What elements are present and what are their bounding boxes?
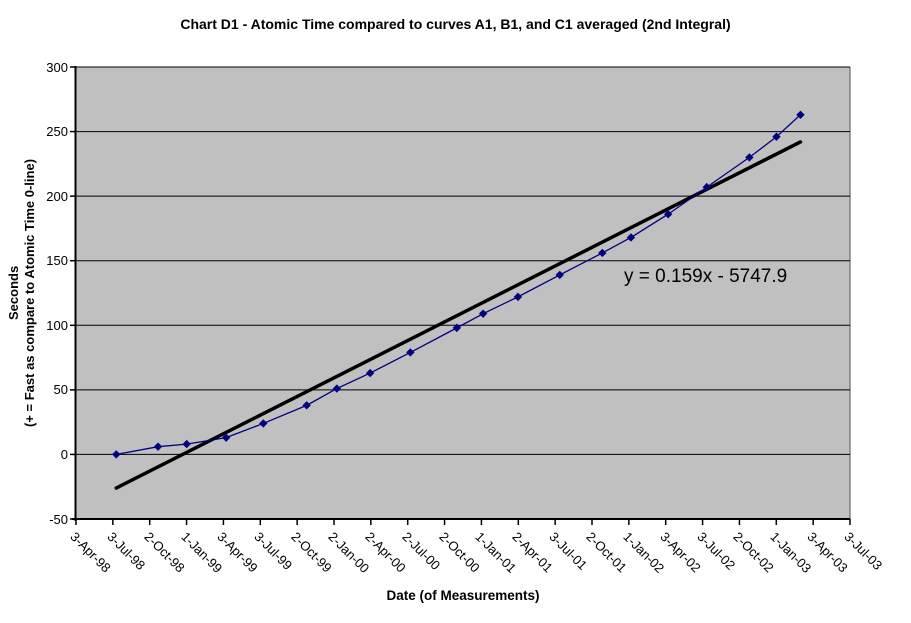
data-point bbox=[663, 210, 673, 219]
y-axis-tick-label: 200 bbox=[46, 188, 68, 204]
series-line bbox=[116, 114, 801, 456]
data-point bbox=[745, 153, 754, 162]
data-point bbox=[452, 323, 462, 333]
data-point bbox=[513, 292, 523, 302]
y-axis-tick-label: 300 bbox=[46, 59, 68, 75]
data-point bbox=[153, 442, 163, 451]
data-point bbox=[626, 233, 636, 242]
data-point bbox=[702, 182, 712, 192]
data-point bbox=[772, 132, 781, 141]
data-point bbox=[182, 439, 191, 449]
y-axis-tick-label: 150 bbox=[46, 253, 68, 269]
data-point bbox=[259, 419, 268, 428]
data-point bbox=[598, 248, 607, 258]
y-axis-tick-label: -50 bbox=[49, 511, 68, 527]
y-axis-tick-label: 250 bbox=[46, 124, 68, 140]
data-point bbox=[112, 450, 121, 459]
data-point bbox=[406, 348, 415, 357]
chart-title: Chart D1 - Atomic Time compared to curve… bbox=[180, 16, 731, 32]
data-point bbox=[478, 309, 488, 318]
y-axis-tick-label: 0 bbox=[60, 446, 68, 462]
trendline bbox=[114, 140, 803, 490]
data-point bbox=[365, 368, 375, 378]
y-axis-tick-label: 100 bbox=[46, 317, 68, 333]
x-axis-title: Date (of Measurements) bbox=[386, 588, 540, 603]
trendline-equation: y = 0.159x - 5747.9 bbox=[624, 266, 788, 287]
data-point bbox=[796, 110, 805, 119]
data-point bbox=[555, 270, 564, 280]
y-axis-title-line1: Seconds bbox=[6, 265, 21, 321]
data-point bbox=[302, 401, 311, 410]
y-axis-tick-label: 50 bbox=[53, 382, 68, 398]
data-point bbox=[221, 433, 231, 442]
data-point bbox=[332, 384, 342, 393]
